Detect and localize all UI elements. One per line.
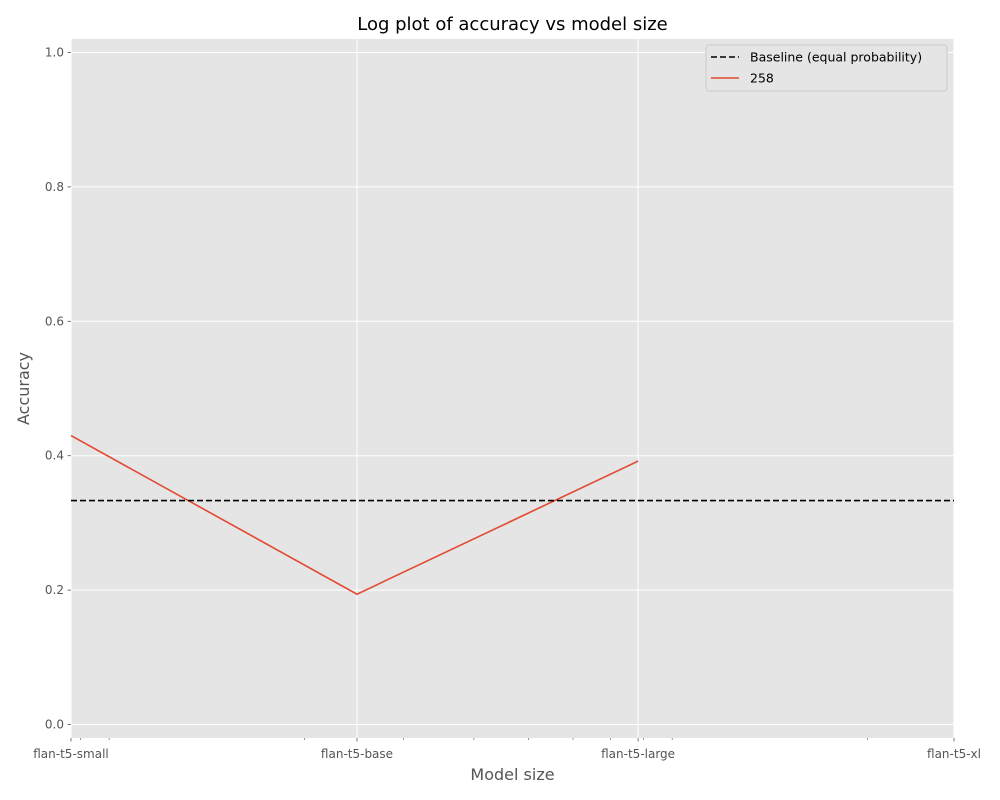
y-tick-label: 0.6 [45, 314, 64, 328]
y-axis-label: Accuracy [14, 352, 33, 425]
series-line [70, 434, 639, 596]
legend-box [705, 44, 948, 92]
legend-label-baseline: Baseline (equal probability) [750, 50, 922, 65]
x-tick-label: flan-t5-base [321, 747, 393, 761]
x-axis-label: Model size [470, 765, 554, 784]
legend-label-series: 258 [750, 71, 774, 86]
grid-lines [70, 39, 955, 738]
plot-area [71, 39, 954, 738]
chart-title: Log plot of accuracy vs model size [357, 14, 668, 35]
x-tick-label: flan-t5-large [601, 747, 675, 761]
legend: Baseline (equal probability) 258 [705, 44, 948, 92]
y-tick-label: 0.0 [45, 718, 64, 732]
minor-ticks [80, 738, 868, 740]
axis-ticks: 0.0 0.2 0.4 0.6 0.8 1.0 flan-t5-small flan-t5-b… [33, 45, 981, 761]
y-tick-label: 1.0 [45, 45, 64, 59]
y-tick-label: 0.8 [45, 180, 64, 194]
y-tick-label: 0.4 [45, 449, 64, 463]
x-tick-label: flan-t5-xl [927, 747, 981, 761]
y-tick-label: 0.2 [45, 583, 64, 597]
series-layer [70, 434, 954, 596]
x-tick-label: flan-t5-small [33, 747, 108, 761]
